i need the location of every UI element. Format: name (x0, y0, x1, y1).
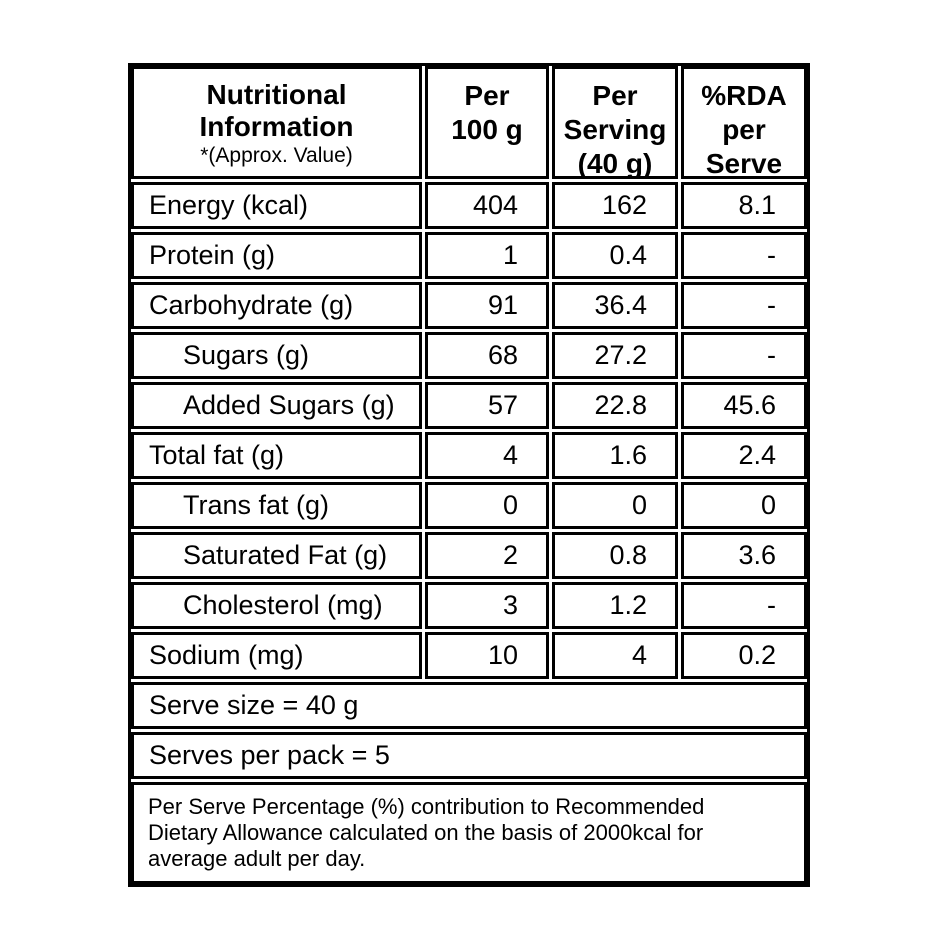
table-row-sugars: Sugars (g) 68 27.2 - (131, 332, 807, 379)
value-rda-per-serve: 0 (681, 482, 807, 529)
table-row-carbohydrate: Carbohydrate (g) 91 36.4 - (131, 282, 807, 329)
table-row-added-sugars: Added Sugars (g) 57 22.8 45.6 (131, 382, 807, 429)
value-per-serving: 0.4 (552, 232, 678, 279)
value-per-100g: 57 (425, 382, 549, 429)
footnote-cell: Per Serve Percentage (%) contribution to… (131, 782, 807, 884)
value-per-100g: 4 (425, 432, 549, 479)
header-per-100g-line1: Per (464, 80, 510, 111)
value-rda-per-serve: 3.6 (681, 532, 807, 579)
value-rda-per-serve: - (681, 582, 807, 629)
value-rda-per-serve: - (681, 332, 807, 379)
header-title: Nutritional Information (199, 79, 354, 142)
row-label: Carbohydrate (g) (131, 282, 422, 329)
row-label: Cholesterol (mg) (131, 582, 422, 629)
row-label: Added Sugars (g) (131, 382, 422, 429)
header-cell-per-serving: Per Serving (40 g) (552, 66, 678, 179)
value-per-serving: 162 (552, 182, 678, 229)
header-cell-nutritional-information: Nutritional Information *(Approx. Value) (131, 66, 422, 179)
value-per-100g: 3 (425, 582, 549, 629)
serves-per-pack-row: Serves per pack = 5 (131, 732, 807, 779)
header-subtitle: *(Approx. Value) (200, 144, 353, 167)
value-rda-per-serve: 2.4 (681, 432, 807, 479)
row-label: Energy (kcal) (131, 182, 422, 229)
table-row-sodium: Sodium (mg) 10 4 0.2 (131, 632, 807, 679)
header-per-serving-line1: Per (592, 80, 638, 111)
value-per-serving: 1.6 (552, 432, 678, 479)
row-label: Total fat (g) (131, 432, 422, 479)
table-row-protein: Protein (g) 1 0.4 - (131, 232, 807, 279)
row-label: Protein (g) (131, 232, 422, 279)
value-per-100g: 1 (425, 232, 549, 279)
header-per-100g-line2: 100 g (451, 114, 523, 145)
value-per-100g: 2 (425, 532, 549, 579)
footnote-text: Per Serve Percentage (%) contribution to… (148, 794, 705, 871)
header-rda-line2: per (722, 114, 766, 145)
value-per-serving: 22.8 (552, 382, 678, 429)
header-cell-rda-per-serve: %RDA per Serve (681, 66, 807, 179)
row-label: Trans fat (g) (131, 482, 422, 529)
value-rda-per-serve: - (681, 282, 807, 329)
serve-size-text: Serve size = 40 g (131, 682, 807, 729)
value-per-serving: 1.2 (552, 582, 678, 629)
footnote-row: Per Serve Percentage (%) contribution to… (131, 782, 807, 884)
header-rda-line3: Serve (705, 148, 783, 179)
value-per-serving: 0.8 (552, 532, 678, 579)
table-row-cholesterol: Cholesterol (mg) 3 1.2 - (131, 582, 807, 629)
serve-size-row: Serve size = 40 g (131, 682, 807, 729)
nutrition-facts-table: Nutritional Information *(Approx. Value)… (128, 63, 810, 887)
header-cell-per-100g: Per 100 g (425, 66, 549, 179)
value-per-100g: 91 (425, 282, 549, 329)
value-per-100g: 68 (425, 332, 549, 379)
value-rda-per-serve: 8.1 (681, 182, 807, 229)
header-rda-line1: %RDA (701, 80, 787, 111)
serves-per-pack-text: Serves per pack = 5 (131, 732, 807, 779)
value-rda-per-serve: 45.6 (681, 382, 807, 429)
header-per-serving-line3: (40 g) (577, 148, 653, 179)
row-label: Sugars (g) (131, 332, 422, 379)
value-per-100g: 10 (425, 632, 549, 679)
table-row-energy: Energy (kcal) 404 162 8.1 (131, 182, 807, 229)
table-row-total-fat: Total fat (g) 4 1.6 2.4 (131, 432, 807, 479)
table-row-trans-fat: Trans fat (g) 0 0 0 (131, 482, 807, 529)
row-label: Sodium (mg) (131, 632, 422, 679)
row-label: Saturated Fat (g) (131, 532, 422, 579)
table-row-saturated-fat: Saturated Fat (g) 2 0.8 3.6 (131, 532, 807, 579)
table-header-row: Nutritional Information *(Approx. Value)… (131, 66, 807, 179)
value-per-serving: 4 (552, 632, 678, 679)
value-rda-per-serve: 0.2 (681, 632, 807, 679)
value-per-serving: 0 (552, 482, 678, 529)
value-rda-per-serve: - (681, 232, 807, 279)
value-per-serving: 27.2 (552, 332, 678, 379)
value-per-100g: 404 (425, 182, 549, 229)
header-per-serving-line2: Serving (563, 114, 667, 145)
value-per-serving: 36.4 (552, 282, 678, 329)
value-per-100g: 0 (425, 482, 549, 529)
